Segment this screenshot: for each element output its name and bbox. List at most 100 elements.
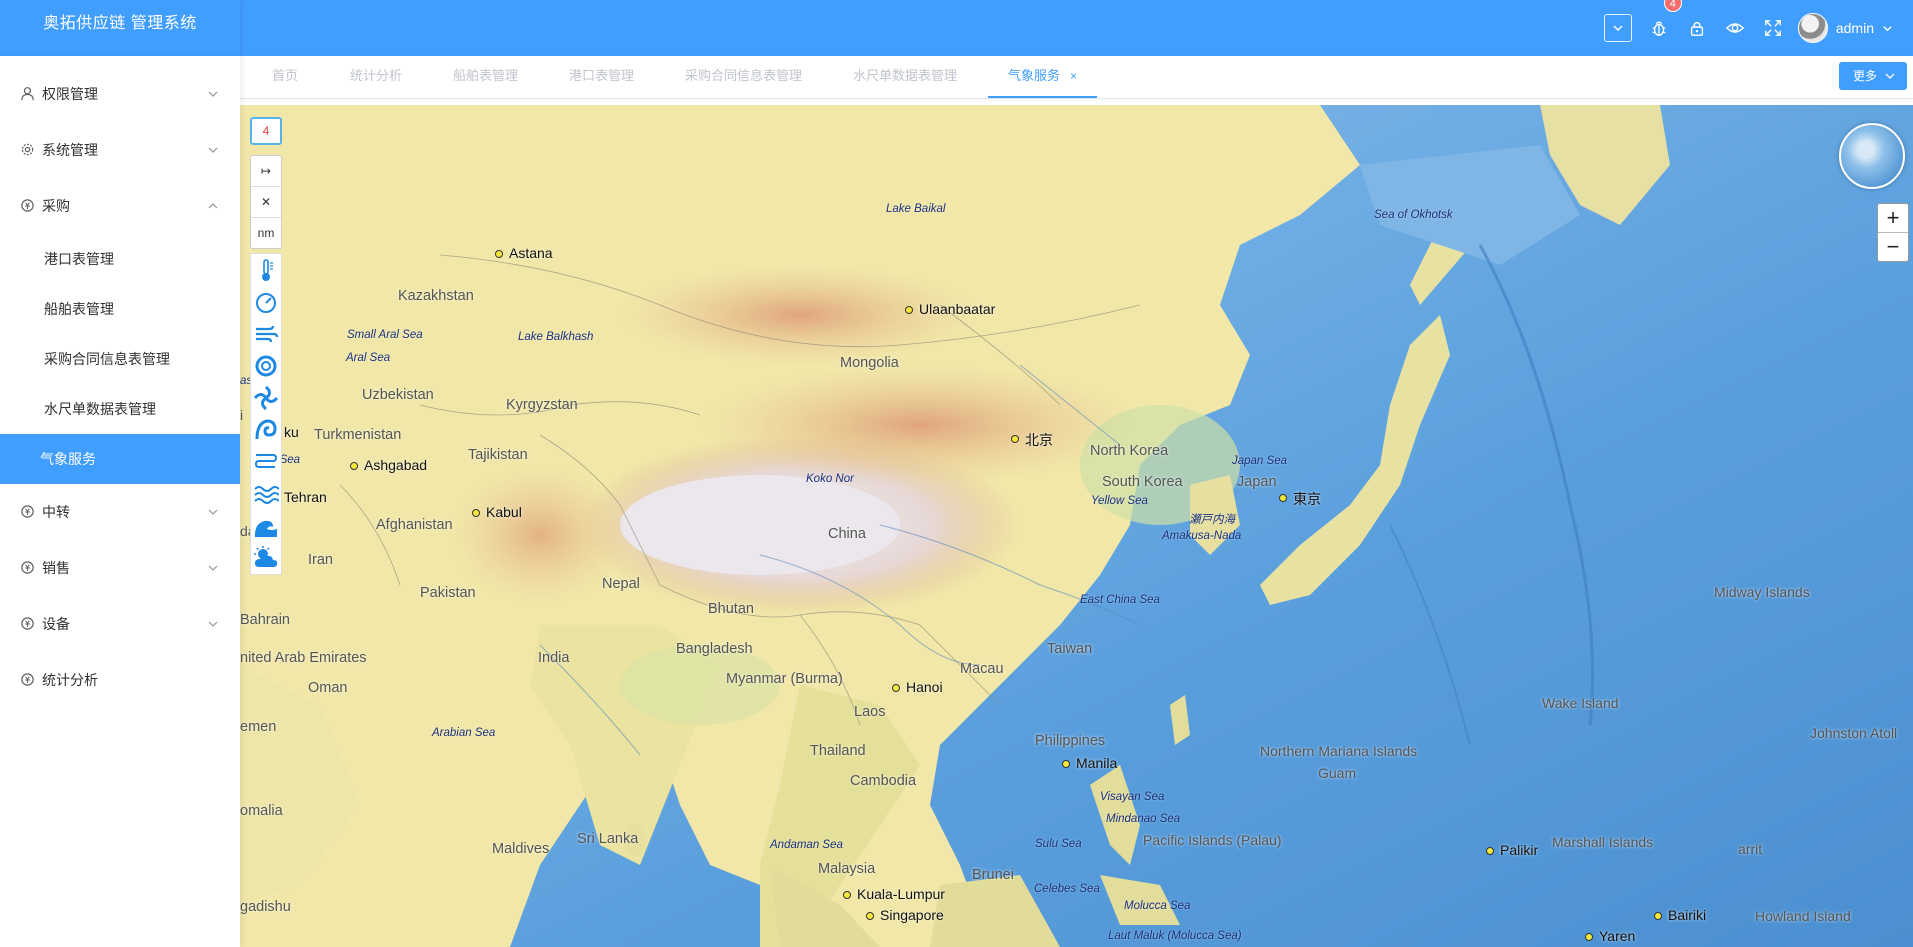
transfer-icon xyxy=(20,504,36,520)
header-toolbar: 4 admin xyxy=(1603,0,1913,56)
map-label-city: Kabul xyxy=(472,504,522,520)
map-label-city: Singapore xyxy=(866,907,944,923)
map-label-region: Marshall Islands xyxy=(1552,834,1654,850)
weather-layer-stack xyxy=(250,253,282,575)
ocean-current-icon[interactable] xyxy=(251,382,281,414)
map-label-city: Bairiki xyxy=(1654,907,1706,923)
overview-globe[interactable] xyxy=(1839,123,1905,189)
sidebar-item-ship[interactable]: 船舶表管理 xyxy=(44,301,114,317)
map-label-water: Koko Nor xyxy=(806,473,854,485)
map-label-water: Amakusa-Nada xyxy=(1162,530,1242,542)
map-label-country: Pakistan xyxy=(420,585,476,601)
sidebar-item-draft-survey[interactable]: 水尺单数据表管理 xyxy=(44,401,156,417)
map-label-water: Arabian Sea xyxy=(432,727,496,739)
more-button[interactable]: 更多 xyxy=(1838,62,1907,90)
lock-icon[interactable] xyxy=(1678,0,1716,56)
sidebar-item-transfer[interactable]: 中转 xyxy=(0,484,240,540)
close-icon[interactable]: × xyxy=(1070,69,1078,83)
eye-icon[interactable] xyxy=(1716,0,1754,56)
map-label-city: Kuala-Lumpur xyxy=(843,886,945,902)
typhoon-icon[interactable] xyxy=(251,350,281,382)
notification-badge: 4 xyxy=(1663,0,1682,12)
tab-label: 气象服务 xyxy=(1008,68,1061,83)
map-label-country: Kyrgyzstan xyxy=(506,397,578,413)
zoom-in-button[interactable]: + xyxy=(1878,204,1908,233)
map-label-region: Pacific Islands (Palau) xyxy=(1143,832,1282,848)
sidebar-item-device[interactable]: 设备 xyxy=(0,596,240,652)
map-label-country: Tajikistan xyxy=(468,447,528,463)
tab-draft-survey[interactable]: 水尺单数据表管理 xyxy=(853,68,958,83)
sidebar: 权限管理 系统管理 采购 港口表管理 船舶表管理 采购合同信息表管理 水尺单数据… xyxy=(0,56,240,947)
map-label-water: Celebes Sea xyxy=(1034,883,1100,895)
tab-ships[interactable]: 船舶表管理 xyxy=(453,68,519,83)
sidebar-item-sales[interactable]: 销售 xyxy=(0,540,240,596)
map-label-water: Lake Baikal xyxy=(886,203,946,215)
sidebar-item-permissions[interactable]: 权限管理 xyxy=(0,66,240,122)
pressure-gauge-icon[interactable] xyxy=(251,286,281,318)
tab-home[interactable]: 首页 xyxy=(272,68,299,83)
sea-surface-icon[interactable] xyxy=(251,478,281,510)
sidebar-item-purchase[interactable]: 采购 xyxy=(0,178,240,234)
sidebar-item-weather[interactable]: 气象服务 xyxy=(0,434,240,484)
map-label-country: Myanmar (Burma) xyxy=(726,671,843,687)
clear-measure-icon[interactable]: ✕ xyxy=(251,187,281,218)
user-icon xyxy=(20,86,36,102)
fullscreen-icon[interactable] xyxy=(1754,0,1792,56)
map-label-city: Manila xyxy=(1062,755,1117,771)
zoom-out-button[interactable]: − xyxy=(1886,234,1900,259)
tab-contracts[interactable]: 采购合同信息表管理 xyxy=(685,68,803,83)
map-label-water: East China Sea xyxy=(1080,594,1160,606)
sidebar-item-stats[interactable]: 统计分析 xyxy=(0,652,240,708)
dropdown-icon[interactable] xyxy=(1603,14,1632,42)
map-label-water: 瀬戸内海 xyxy=(1189,514,1235,526)
map-label-country: Japan xyxy=(1237,474,1277,490)
tab-ports[interactable]: 港口表管理 xyxy=(569,68,635,83)
chevron-down-icon xyxy=(208,66,218,122)
wave-icon[interactable] xyxy=(251,414,281,446)
sidebar-item-label: 采购 xyxy=(42,198,70,214)
cloud-sun-icon[interactable] xyxy=(251,542,281,574)
tab-stats[interactable]: 统计分析 xyxy=(350,68,403,83)
map-label-region: arrit xyxy=(1738,841,1763,857)
map-label-country: Thailand xyxy=(810,743,866,759)
map-label-water: Aral Sea xyxy=(346,352,391,364)
chevron-down-icon xyxy=(208,540,218,596)
unit-toggle[interactable]: nm xyxy=(257,226,275,240)
map-label-fragment: ku xyxy=(284,424,299,440)
tide-icon[interactable] xyxy=(251,510,281,542)
chevron-down-icon xyxy=(1885,73,1895,79)
wind-icon[interactable] xyxy=(251,318,281,350)
bug-icon[interactable]: 4 xyxy=(1640,0,1682,56)
map-label-city: Tehran xyxy=(284,489,327,505)
thermometer-icon[interactable] xyxy=(251,254,281,286)
chevron-down-icon xyxy=(208,596,218,652)
map-label-country: Philippines xyxy=(1035,733,1106,749)
map-basemap xyxy=(240,105,1913,947)
weather-map[interactable]: Astana Ulaanbaatar 北京 東京 Ashgabad Kabul … xyxy=(240,105,1913,947)
sidebar-item-label: 权限管理 xyxy=(42,86,98,102)
map-label-water: Small Aral Sea xyxy=(347,329,423,341)
map-label-region: Guam xyxy=(1318,765,1357,781)
layer-count-badge[interactable]: 4 xyxy=(250,117,282,145)
more-label: 更多 xyxy=(1852,69,1877,83)
map-label-city: 北京 xyxy=(1011,430,1053,450)
stats-icon xyxy=(20,672,36,688)
sidebar-item-port[interactable]: 港口表管理 xyxy=(44,251,114,267)
measure-distance-icon[interactable]: ↦ xyxy=(251,156,281,187)
map-label-country: nited Arab Emirates xyxy=(240,650,367,666)
sidebar-item-system[interactable]: 系统管理 xyxy=(0,122,240,178)
sidebar-item-contract[interactable]: 采购合同信息表管理 xyxy=(44,351,170,367)
map-label-water: Molucca Sea xyxy=(1124,900,1191,912)
map-label-country: North Korea xyxy=(1090,443,1169,459)
map-label-region: Wake Island xyxy=(1542,695,1619,711)
sales-icon xyxy=(20,560,36,576)
map-label-country: Mongolia xyxy=(840,355,899,371)
chevron-down-icon xyxy=(208,122,218,178)
map-tool-stack: ↦ ✕ nm xyxy=(250,155,282,249)
user-menu[interactable]: admin xyxy=(1797,0,1893,56)
username: admin xyxy=(1835,20,1874,36)
map-label-water: Lake Balkhash xyxy=(518,331,594,343)
swell-icon[interactable] xyxy=(251,446,281,478)
tab-weather[interactable]: 气象服务 × xyxy=(988,56,1098,98)
map-label-country: Nepal xyxy=(602,576,640,592)
